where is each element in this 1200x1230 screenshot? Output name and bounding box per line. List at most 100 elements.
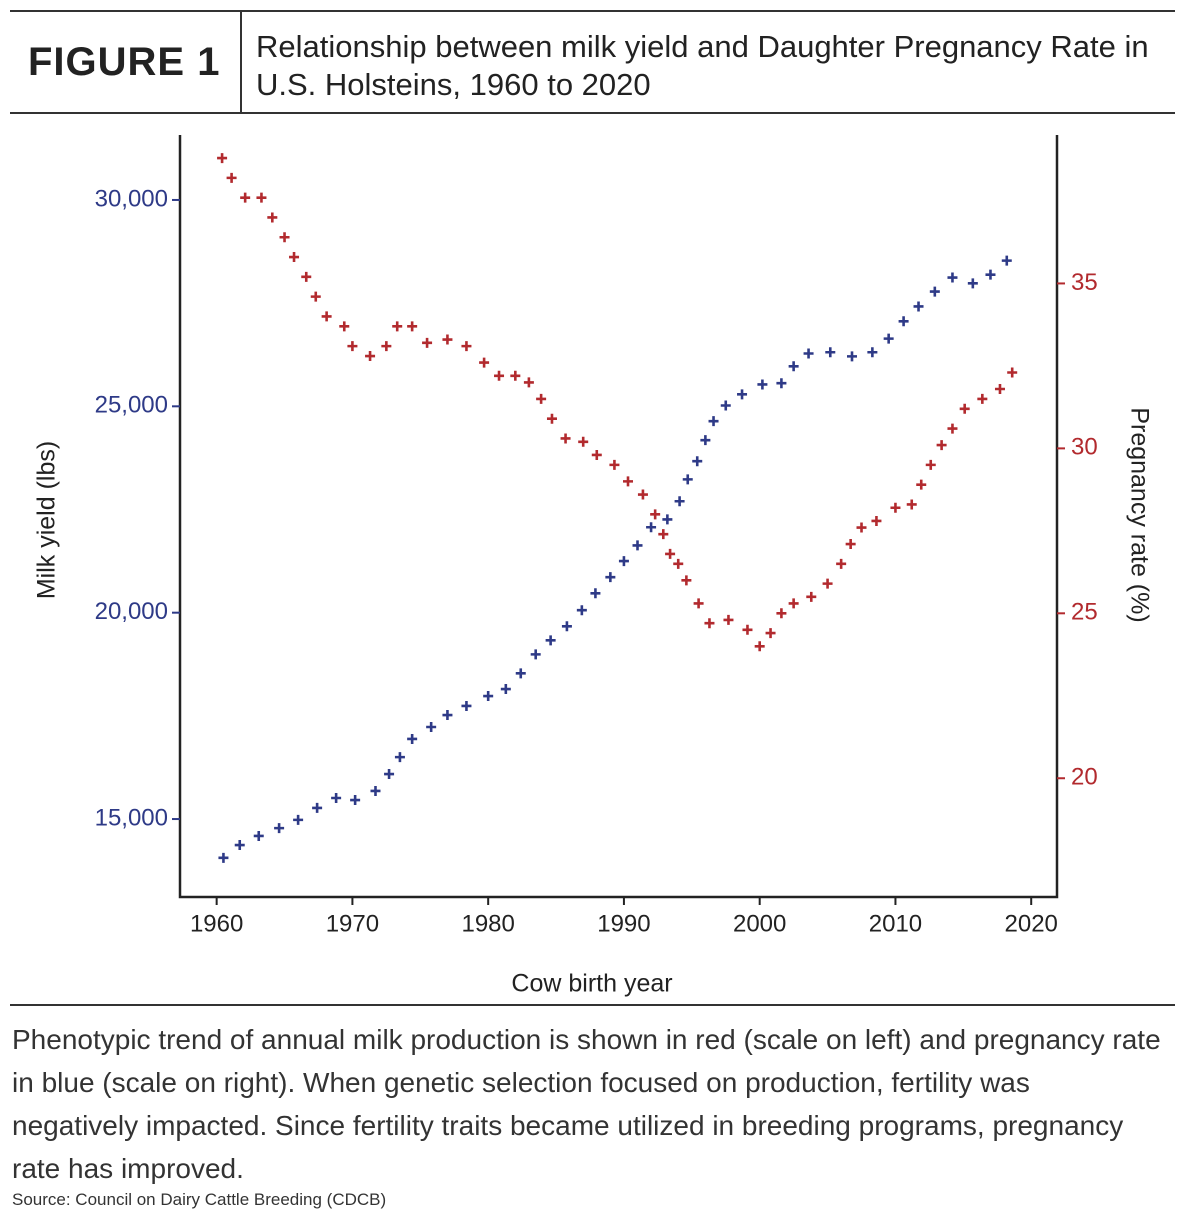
- rule: [10, 1004, 1175, 1006]
- point: [461, 341, 472, 352]
- point: [576, 605, 587, 616]
- chart: Cow birth year Milk yield (lbs) Pregnanc…: [33, 135, 1153, 998]
- point: [1001, 255, 1012, 266]
- y2-tick-label: 25: [1071, 599, 1098, 626]
- point: [500, 684, 511, 695]
- point: [742, 624, 753, 635]
- plot-frame: [178, 135, 1059, 899]
- point: [856, 522, 867, 533]
- point: [365, 351, 376, 362]
- point: [279, 232, 290, 243]
- point: [515, 668, 526, 679]
- y-tick-label: 30,000: [95, 185, 168, 212]
- point: [546, 413, 557, 424]
- point: [289, 252, 300, 263]
- point: [693, 598, 704, 609]
- point: [442, 334, 453, 345]
- point: [350, 795, 361, 806]
- point: [867, 347, 878, 358]
- x-tick-label: 1970: [326, 910, 379, 937]
- point: [662, 514, 673, 525]
- y2-tick-label: 35: [1071, 269, 1098, 296]
- point: [967, 278, 978, 289]
- point: [871, 515, 882, 526]
- x-tick-label: 2020: [1005, 910, 1058, 937]
- point: [836, 558, 847, 569]
- point: [646, 522, 657, 533]
- y-tick-label: 15,000: [95, 804, 168, 831]
- point: [704, 618, 715, 629]
- point: [673, 558, 684, 569]
- point: [293, 814, 304, 825]
- point: [381, 341, 392, 352]
- point: [536, 393, 547, 404]
- point: [442, 710, 453, 721]
- point: [530, 649, 541, 660]
- point: [637, 489, 648, 500]
- point: [658, 529, 669, 540]
- point: [632, 540, 643, 551]
- x-tick-label: 2000: [733, 910, 786, 937]
- y-tick-label: 20,000: [95, 598, 168, 625]
- figure-label: FIGURE 1: [28, 40, 221, 84]
- point: [339, 321, 350, 332]
- point: [523, 377, 534, 388]
- point: [1007, 367, 1018, 378]
- point: [776, 378, 787, 389]
- point: [665, 548, 676, 559]
- point: [461, 700, 472, 711]
- x-tick-label: 2010: [869, 910, 922, 937]
- point: [578, 436, 589, 447]
- point: [913, 301, 924, 312]
- point: [274, 823, 285, 834]
- source: Source: Council on Dairy Cattle Breeding…: [12, 1190, 387, 1209]
- point: [737, 389, 748, 400]
- point: [422, 337, 433, 348]
- point: [788, 361, 799, 372]
- point: [591, 449, 602, 460]
- point: [618, 556, 629, 567]
- point: [218, 852, 229, 863]
- point: [929, 286, 940, 297]
- y2-tick-label: 20: [1071, 764, 1098, 791]
- point: [936, 440, 947, 451]
- point: [384, 769, 395, 780]
- point: [253, 830, 264, 841]
- point: [301, 271, 312, 282]
- caption: Phenotypic trend of annual milk producti…: [12, 1024, 1161, 1184]
- point: [682, 474, 693, 485]
- point: [426, 722, 437, 733]
- point: [392, 321, 403, 332]
- point: [845, 539, 856, 550]
- point: [240, 192, 251, 203]
- point: [483, 691, 494, 702]
- x-tick-label: 1980: [461, 910, 514, 937]
- point: [890, 502, 901, 513]
- x-axis-title: Cow birth year: [511, 970, 672, 998]
- divider: [240, 12, 242, 112]
- point: [803, 348, 814, 359]
- point: [720, 400, 731, 411]
- point: [825, 347, 836, 358]
- point: [916, 479, 927, 490]
- y-tick-label: 25,000: [95, 392, 168, 419]
- point: [847, 351, 858, 362]
- chart-title: Relationship between milk yield and Daug…: [256, 29, 1149, 102]
- point: [985, 269, 996, 280]
- point: [708, 416, 719, 427]
- point: [560, 433, 571, 444]
- point: [959, 403, 970, 414]
- point: [234, 840, 245, 851]
- point: [561, 621, 572, 632]
- point: [321, 311, 332, 322]
- point: [310, 291, 321, 302]
- y2-axis-title: Pregnancy rate (%): [1125, 407, 1153, 622]
- point: [906, 499, 917, 510]
- point: [757, 379, 768, 390]
- point: [806, 591, 817, 602]
- point: [994, 384, 1005, 394]
- x-tick-label: 1990: [597, 910, 650, 937]
- point: [256, 192, 267, 203]
- point: [479, 357, 490, 368]
